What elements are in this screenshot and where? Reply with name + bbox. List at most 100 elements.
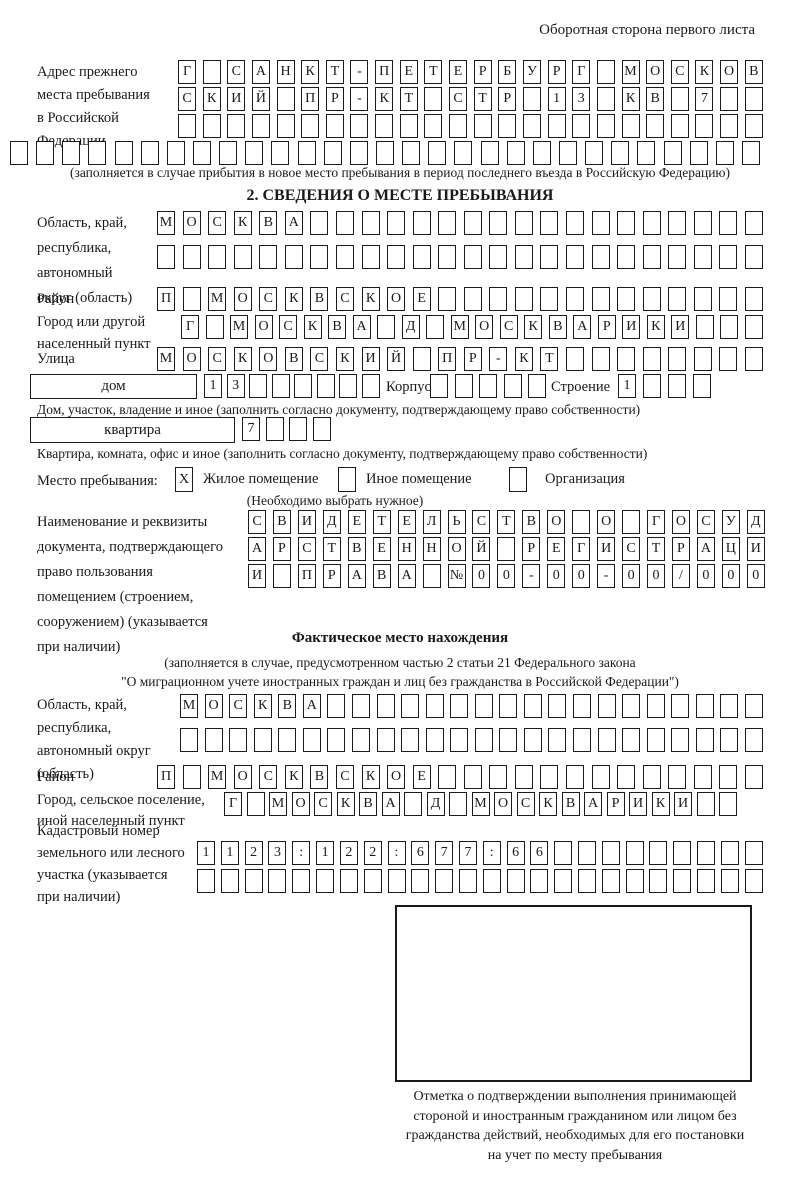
char-box[interactable]: : xyxy=(292,841,311,865)
char-box[interactable]: Т xyxy=(325,60,344,84)
char-box[interactable]: П xyxy=(438,347,457,371)
char-box[interactable] xyxy=(399,114,418,138)
char-box[interactable]: Е xyxy=(372,537,391,561)
char-box[interactable] xyxy=(272,564,291,588)
char-box[interactable] xyxy=(637,141,656,165)
char-box[interactable]: К xyxy=(301,60,320,84)
char-box[interactable] xyxy=(316,374,335,398)
char-box[interactable]: К xyxy=(524,315,543,339)
char-box[interactable]: Д xyxy=(401,315,420,339)
char-box[interactable]: С xyxy=(208,347,227,371)
char-box[interactable]: С xyxy=(178,87,196,111)
char-box[interactable]: В xyxy=(278,694,297,718)
char-box[interactable]: И xyxy=(297,510,316,534)
char-box[interactable]: : xyxy=(482,841,501,865)
char-box[interactable]: А xyxy=(573,315,592,339)
char-box[interactable] xyxy=(178,114,196,138)
char-box[interactable]: - xyxy=(350,87,369,111)
char-box[interactable] xyxy=(671,694,690,718)
char-box[interactable] xyxy=(479,374,497,398)
char-box[interactable] xyxy=(251,114,270,138)
char-box[interactable] xyxy=(744,211,763,235)
char-box[interactable] xyxy=(489,765,508,789)
char-box[interactable] xyxy=(489,211,508,235)
char-box[interactable] xyxy=(578,841,596,865)
char-box[interactable]: Р xyxy=(597,315,616,339)
char-box[interactable] xyxy=(411,869,430,893)
char-box[interactable] xyxy=(720,869,739,893)
char-box[interactable] xyxy=(601,869,620,893)
char-box[interactable]: 0 xyxy=(721,564,740,588)
char-box[interactable] xyxy=(625,869,644,893)
char-box[interactable]: 0 xyxy=(572,564,591,588)
char-box[interactable]: 1 xyxy=(204,374,222,398)
char-box[interactable]: С xyxy=(449,87,468,111)
char-box[interactable]: 0 xyxy=(746,564,765,588)
char-box[interactable] xyxy=(646,728,665,752)
char-box[interactable]: Г xyxy=(647,510,665,534)
char-box[interactable]: К xyxy=(375,87,394,111)
char-box[interactable]: О xyxy=(387,287,406,311)
char-box[interactable] xyxy=(233,245,252,269)
char-box[interactable] xyxy=(572,510,591,534)
char-box[interactable]: П xyxy=(297,564,316,588)
char-box[interactable]: В xyxy=(284,347,303,371)
char-box[interactable] xyxy=(312,417,331,441)
char-box[interactable] xyxy=(197,869,215,893)
char-box[interactable]: А xyxy=(302,694,321,718)
char-box[interactable] xyxy=(157,245,175,269)
char-box[interactable] xyxy=(425,694,444,718)
char-box[interactable]: К xyxy=(621,87,640,111)
char-box[interactable] xyxy=(316,869,335,893)
char-box[interactable] xyxy=(499,728,518,752)
char-box[interactable]: В xyxy=(744,60,763,84)
char-box[interactable]: С xyxy=(516,792,535,816)
char-box[interactable] xyxy=(719,347,738,371)
char-box[interactable]: И xyxy=(746,537,765,561)
char-box[interactable] xyxy=(220,869,239,893)
char-box[interactable]: Р xyxy=(671,537,690,561)
char-box[interactable]: С xyxy=(259,765,278,789)
char-box[interactable]: Д xyxy=(746,510,765,534)
char-box[interactable]: Р xyxy=(473,60,492,84)
char-box[interactable] xyxy=(428,141,447,165)
checkbox-zhiloe[interactable]: X xyxy=(175,467,193,492)
char-box[interactable] xyxy=(744,765,763,789)
char-box[interactable]: О xyxy=(597,510,616,534)
char-box[interactable] xyxy=(401,728,420,752)
char-box[interactable] xyxy=(339,869,358,893)
char-box[interactable] xyxy=(412,245,431,269)
char-box[interactable]: К xyxy=(651,792,670,816)
char-box[interactable] xyxy=(540,245,559,269)
char-box[interactable]: 1 xyxy=(316,841,335,865)
char-box[interactable]: С xyxy=(622,537,641,561)
char-box[interactable] xyxy=(566,211,584,235)
char-box[interactable]: М xyxy=(208,287,227,311)
char-box[interactable] xyxy=(611,141,630,165)
char-box[interactable]: П xyxy=(301,87,320,111)
char-box[interactable]: В xyxy=(548,315,567,339)
char-box[interactable]: В xyxy=(359,792,377,816)
char-box[interactable]: С xyxy=(499,315,518,339)
char-box[interactable] xyxy=(204,728,223,752)
char-box[interactable] xyxy=(474,728,493,752)
char-box[interactable] xyxy=(339,374,358,398)
char-box[interactable]: 1 xyxy=(547,87,566,111)
char-box[interactable] xyxy=(695,694,714,718)
char-box[interactable]: И xyxy=(597,537,616,561)
char-box[interactable]: : xyxy=(387,841,406,865)
char-box[interactable]: К xyxy=(284,765,303,789)
char-box[interactable] xyxy=(741,141,760,165)
char-box[interactable] xyxy=(302,728,321,752)
char-box[interactable] xyxy=(720,315,739,339)
char-box[interactable]: И xyxy=(227,87,246,111)
char-box[interactable] xyxy=(720,87,739,111)
char-box[interactable]: 1 xyxy=(618,374,636,398)
char-box[interactable] xyxy=(719,287,738,311)
char-box[interactable]: 0 xyxy=(696,564,715,588)
char-box[interactable]: И xyxy=(674,792,692,816)
char-box[interactable]: Т xyxy=(424,60,443,84)
char-box[interactable] xyxy=(350,114,369,138)
char-box[interactable] xyxy=(182,287,201,311)
char-box[interactable] xyxy=(294,374,313,398)
